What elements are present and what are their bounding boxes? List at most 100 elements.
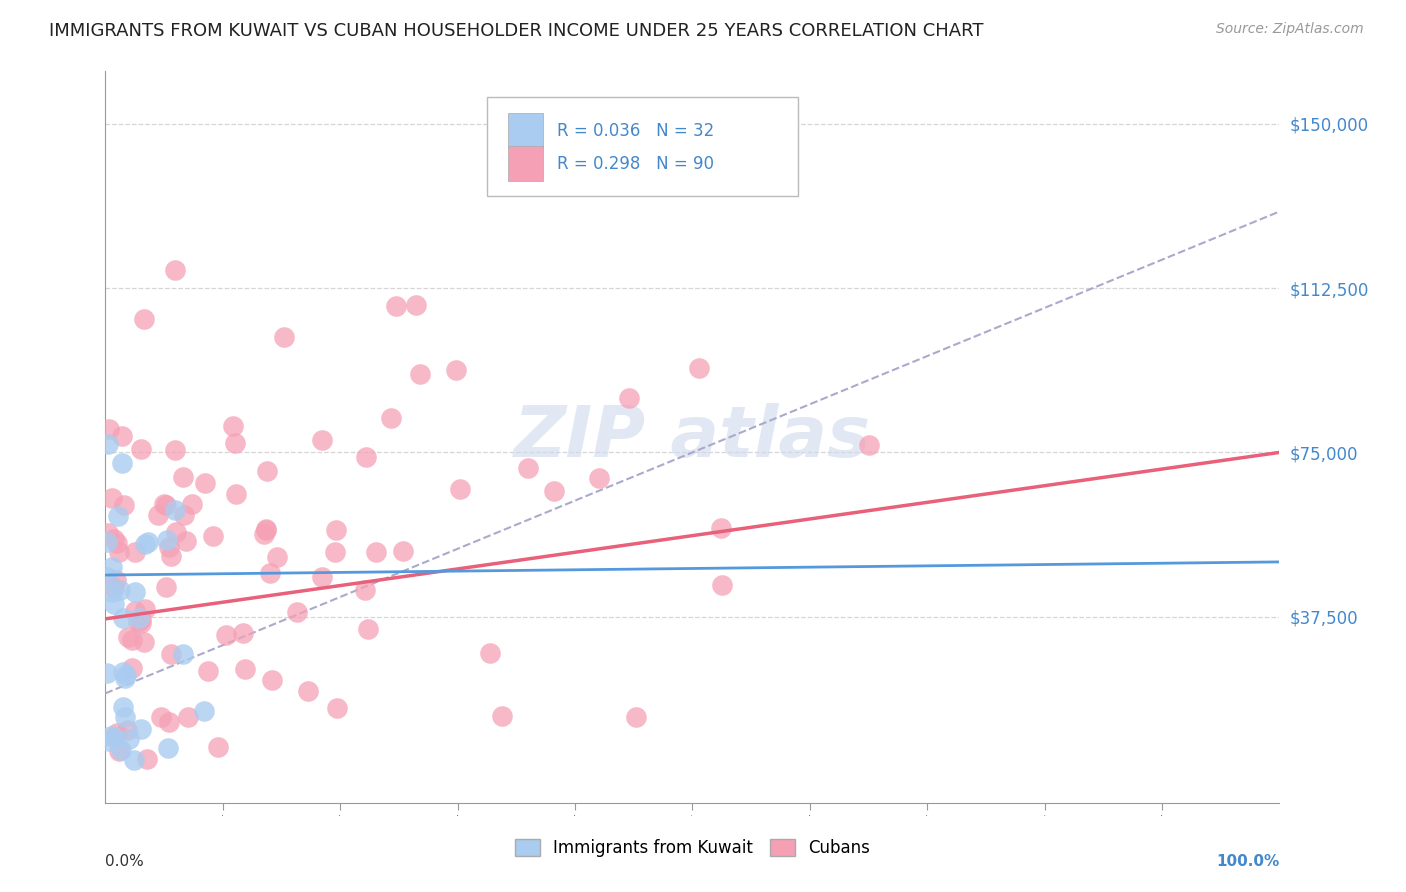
Point xyxy=(129,612,152,626)
Point xyxy=(385,299,408,313)
Point xyxy=(96,666,118,681)
Point xyxy=(254,522,277,536)
Point xyxy=(100,729,122,743)
Point xyxy=(159,715,181,730)
Point xyxy=(285,605,308,619)
Point xyxy=(297,684,319,698)
Point xyxy=(444,363,467,377)
Point xyxy=(110,743,132,757)
Point xyxy=(617,391,640,405)
Point xyxy=(111,456,134,470)
Point xyxy=(207,739,229,754)
Point xyxy=(517,460,540,475)
Point xyxy=(114,710,136,724)
Text: R = 0.298   N = 90: R = 0.298 N = 90 xyxy=(557,154,714,172)
Point xyxy=(224,436,246,450)
Point xyxy=(325,523,347,537)
Point xyxy=(97,525,120,540)
Point xyxy=(172,647,194,661)
Point xyxy=(107,509,129,524)
Point xyxy=(252,527,274,541)
Point xyxy=(103,532,125,546)
Point xyxy=(155,498,177,512)
Point xyxy=(100,585,122,599)
Point xyxy=(129,442,152,457)
Point xyxy=(160,549,183,564)
Text: IMMIGRANTS FROM KUWAIT VS CUBAN HOUSEHOLDER INCOME UNDER 25 YEARS CORRELATION CH: IMMIGRANTS FROM KUWAIT VS CUBAN HOUSEHOL… xyxy=(49,22,984,40)
Point xyxy=(136,534,159,549)
Point xyxy=(111,700,134,714)
Point xyxy=(150,710,173,724)
Point xyxy=(134,601,156,615)
Point xyxy=(103,731,125,745)
Point xyxy=(173,508,195,522)
Text: 100.0%: 100.0% xyxy=(1216,854,1279,869)
Point xyxy=(478,647,501,661)
Point xyxy=(174,534,197,549)
Point xyxy=(104,573,127,587)
Point xyxy=(380,411,402,425)
Point xyxy=(136,751,159,765)
Bar xyxy=(508,113,543,148)
Point xyxy=(96,436,118,450)
Point xyxy=(101,560,124,574)
Point xyxy=(409,367,432,381)
Point xyxy=(392,544,415,558)
Point xyxy=(105,726,128,740)
Point xyxy=(115,668,138,682)
Point xyxy=(543,484,565,499)
Point xyxy=(688,361,710,376)
Point xyxy=(354,582,377,597)
Point xyxy=(624,710,647,724)
Point xyxy=(225,487,247,501)
Point xyxy=(124,604,146,618)
Legend: Immigrants from Kuwait, Cubans: Immigrants from Kuwait, Cubans xyxy=(508,832,877,864)
Point xyxy=(172,470,194,484)
Point xyxy=(709,521,731,535)
Point xyxy=(108,544,131,558)
Point xyxy=(266,550,288,565)
Point xyxy=(118,732,141,747)
Point xyxy=(163,502,186,516)
Point xyxy=(215,628,238,642)
Point xyxy=(181,497,204,511)
Point xyxy=(163,263,186,277)
Point xyxy=(858,438,880,452)
Point xyxy=(177,709,200,723)
Point xyxy=(254,523,277,537)
Point xyxy=(163,443,186,458)
Point xyxy=(110,583,132,598)
Point xyxy=(127,615,149,630)
Point xyxy=(103,581,125,595)
Text: R = 0.036   N = 32: R = 0.036 N = 32 xyxy=(557,121,714,140)
Point xyxy=(111,429,134,443)
Point xyxy=(366,545,388,559)
Point xyxy=(311,434,333,448)
Point xyxy=(96,570,118,584)
Point xyxy=(197,664,219,678)
Point xyxy=(221,419,243,434)
Point xyxy=(124,545,146,559)
Point xyxy=(128,611,150,625)
Point xyxy=(121,661,143,675)
Point xyxy=(711,577,734,591)
Point xyxy=(122,753,145,767)
Point xyxy=(103,597,125,611)
Point xyxy=(326,701,349,715)
Point xyxy=(256,464,278,478)
Point xyxy=(156,741,179,756)
Point xyxy=(132,635,155,649)
Point xyxy=(115,723,138,738)
Point xyxy=(124,585,146,599)
Point xyxy=(273,329,295,343)
Point xyxy=(100,491,122,505)
Point xyxy=(98,733,121,747)
Point xyxy=(148,508,170,522)
Point xyxy=(134,312,156,326)
Text: Source: ZipAtlas.com: Source: ZipAtlas.com xyxy=(1216,22,1364,37)
Point xyxy=(325,545,347,559)
Text: ZIP atlas: ZIP atlas xyxy=(513,402,872,472)
Point xyxy=(354,450,377,464)
Point xyxy=(588,471,610,485)
Point xyxy=(121,632,143,647)
